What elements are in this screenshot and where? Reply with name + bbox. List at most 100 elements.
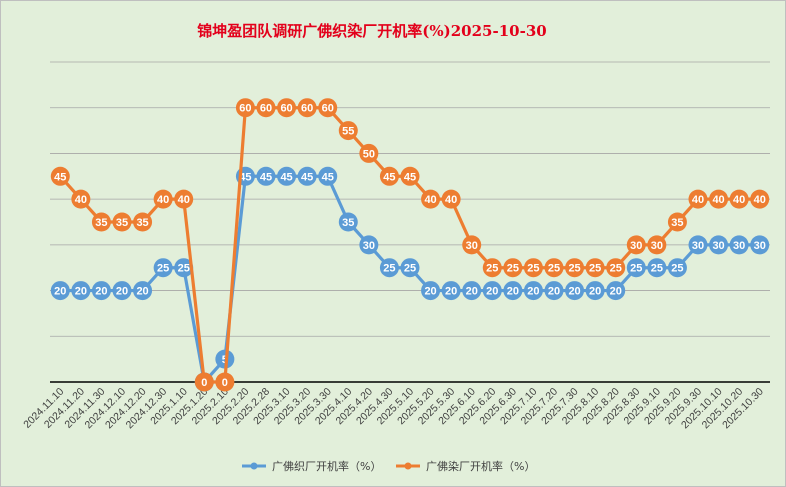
data-label: 20 xyxy=(116,286,128,298)
data-point xyxy=(256,166,276,186)
data-point xyxy=(297,98,317,118)
data-label: 25 xyxy=(486,263,498,275)
data-point xyxy=(626,258,646,278)
legend-marker xyxy=(250,462,258,470)
data-label: 25 xyxy=(630,263,642,275)
data-label: 60 xyxy=(260,103,272,115)
data-label: 60 xyxy=(239,103,251,115)
data-label: 35 xyxy=(116,217,128,229)
data-label: 25 xyxy=(568,263,580,275)
data-point xyxy=(50,281,70,301)
data-label: 25 xyxy=(507,263,519,275)
data-point xyxy=(71,281,91,301)
data-label: 25 xyxy=(548,263,560,275)
data-point xyxy=(585,281,605,301)
data-label: 45 xyxy=(301,171,313,183)
data-label: 30 xyxy=(692,240,704,252)
data-label: 40 xyxy=(75,194,87,206)
data-label: 35 xyxy=(95,217,107,229)
data-point xyxy=(667,212,687,232)
data-point xyxy=(338,212,358,232)
data-point xyxy=(50,166,70,186)
data-label: 20 xyxy=(527,286,539,298)
data-point xyxy=(400,258,420,278)
data-point xyxy=(421,281,441,301)
data-point xyxy=(462,235,482,255)
data-label: 45 xyxy=(322,171,334,183)
data-label: 25 xyxy=(527,263,539,275)
data-point xyxy=(647,258,667,278)
data-label: 30 xyxy=(733,240,745,252)
data-point xyxy=(153,258,173,278)
data-label: 20 xyxy=(95,286,107,298)
data-label: 0 xyxy=(201,377,207,389)
data-point xyxy=(606,258,626,278)
data-point xyxy=(688,235,708,255)
data-point xyxy=(112,281,132,301)
data-point xyxy=(482,258,502,278)
data-label: 20 xyxy=(548,286,560,298)
data-point xyxy=(359,235,379,255)
data-point xyxy=(174,189,194,209)
data-label: 30 xyxy=(712,240,724,252)
data-label: 45 xyxy=(280,171,292,183)
data-point xyxy=(235,98,255,118)
data-label: 55 xyxy=(342,126,354,138)
legend-label: 广佛织厂开机率（%） xyxy=(272,459,381,473)
data-label: 30 xyxy=(651,240,663,252)
data-point xyxy=(462,281,482,301)
data-label: 20 xyxy=(610,286,622,298)
data-point xyxy=(565,258,585,278)
data-point xyxy=(503,258,523,278)
data-point xyxy=(318,166,338,186)
series-group: 20 20 20 20 20 25 25 0 5 45 45 45 45 45 35 30 25 25 20 20 20… xyxy=(50,98,770,392)
data-label: 45 xyxy=(54,171,66,183)
data-label: 45 xyxy=(404,171,416,183)
data-point xyxy=(421,189,441,209)
data-point xyxy=(215,349,235,369)
data-point xyxy=(482,281,502,301)
data-point xyxy=(503,281,523,301)
data-label: 25 xyxy=(671,263,683,275)
data-point xyxy=(544,258,564,278)
data-point xyxy=(277,166,297,186)
legend-label: 广佛染厂开机率（%） xyxy=(426,459,535,473)
data-label: 20 xyxy=(136,286,148,298)
data-point xyxy=(194,372,214,392)
data-point xyxy=(91,281,111,301)
data-point xyxy=(441,281,461,301)
data-label: 50 xyxy=(363,148,375,160)
data-point xyxy=(729,189,749,209)
data-point xyxy=(750,235,770,255)
data-point xyxy=(709,189,729,209)
data-point xyxy=(709,235,729,255)
data-label: 25 xyxy=(651,263,663,275)
data-label: 20 xyxy=(445,286,457,298)
data-label: 0 xyxy=(222,377,228,389)
data-label: 20 xyxy=(54,286,66,298)
data-point xyxy=(297,166,317,186)
legend-item-2: 广佛染厂开机率（%） xyxy=(396,459,535,473)
data-point xyxy=(133,212,153,232)
data-point xyxy=(215,372,235,392)
data-point xyxy=(379,166,399,186)
data-label: 40 xyxy=(157,194,169,206)
series-2: 45 40 35 35 35 40 40 0 0 60 60 60 60 60 55 50 45 45 40 40 30… xyxy=(50,98,770,392)
data-label: 40 xyxy=(733,194,745,206)
legend-item-1: 广佛织厂开机率（%） xyxy=(242,459,381,473)
data-point xyxy=(112,212,132,232)
data-point xyxy=(277,98,297,118)
data-point xyxy=(318,98,338,118)
data-label: 20 xyxy=(424,286,436,298)
legend-marker xyxy=(404,462,412,470)
data-point xyxy=(544,281,564,301)
data-point xyxy=(91,212,111,232)
data-point xyxy=(523,281,543,301)
data-point xyxy=(688,189,708,209)
data-point xyxy=(174,258,194,278)
data-label: 25 xyxy=(589,263,601,275)
data-label: 40 xyxy=(178,194,190,206)
data-point xyxy=(606,281,626,301)
